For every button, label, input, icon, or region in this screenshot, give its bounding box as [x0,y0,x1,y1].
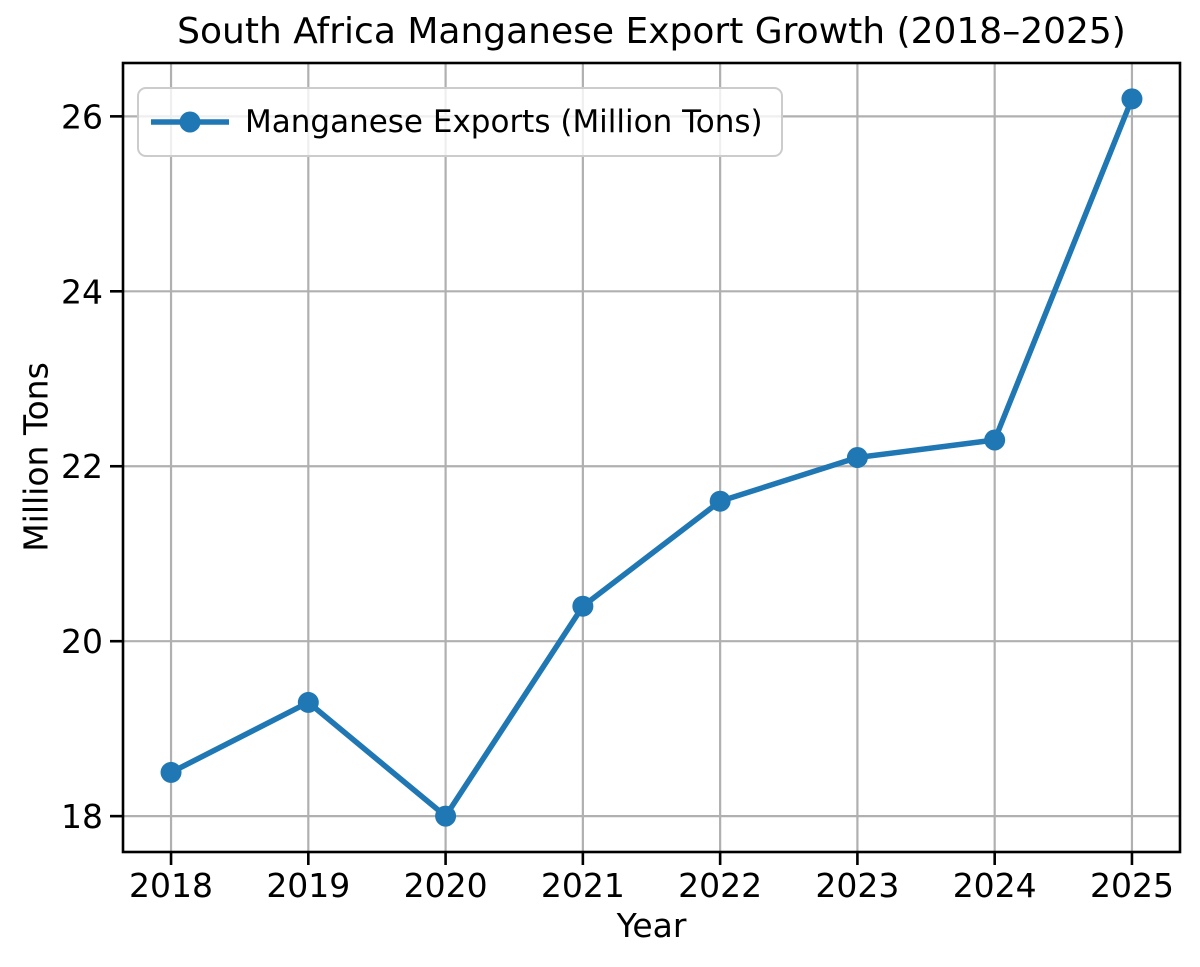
svg-text:2022: 2022 [678,866,762,905]
svg-text:2021: 2021 [541,866,625,905]
svg-text:2018: 2018 [129,866,213,905]
y-axis-label: Million Tons [16,362,56,552]
svg-text:2024: 2024 [953,866,1037,905]
svg-text:22: 22 [61,447,103,486]
svg-text:2025: 2025 [1090,866,1174,905]
svg-text:20: 20 [61,622,103,661]
chart-title: South Africa Manganese Export Growth (20… [177,11,1126,52]
svg-text:2019: 2019 [266,866,350,905]
legend-line-marker-icon [151,111,229,133]
legend-label: Manganese Exports (Million Tons) [245,104,763,140]
svg-text:2023: 2023 [815,866,899,905]
svg-text:26: 26 [61,97,103,136]
svg-text:2020: 2020 [404,866,488,905]
svg-text:18: 18 [61,797,103,836]
legend: Manganese Exports (Million Tons) [137,87,783,157]
svg-text:24: 24 [61,272,103,311]
x-axis-label: Year [616,906,687,945]
